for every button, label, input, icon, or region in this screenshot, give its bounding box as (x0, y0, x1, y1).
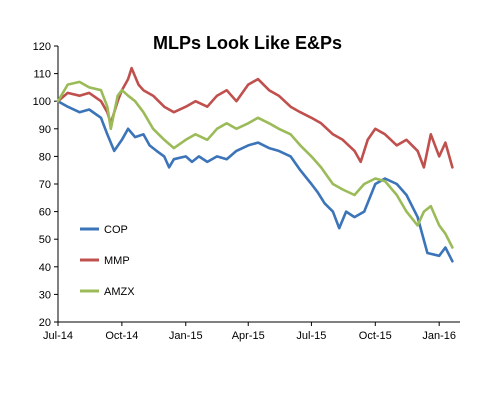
y-tick-label: 70 (39, 179, 51, 191)
series-line-amzx (56, 80, 454, 249)
y-tick-label: 20 (39, 317, 51, 329)
chart-title: MLPs Look Like E&Ps (152, 33, 343, 53)
x-tick-label: Oct-15 (359, 330, 392, 342)
y-tick-label: 30 (39, 289, 51, 301)
y-tick-label: 110 (33, 69, 51, 81)
legend: COP MMP AMZX (80, 224, 135, 298)
legend-label-amzx: AMZX (104, 286, 135, 298)
x-tick-label: Jan-16 (422, 330, 456, 342)
series-layer (56, 66, 454, 263)
axes: 20 30 40 50 60 70 80 90 100 110 120 Jul-14 Oct-14 Jan… (33, 41, 460, 342)
x-tick-label: Apr-15 (232, 330, 265, 342)
legend-label-cop: COP (104, 224, 128, 236)
y-tick-label: 80 (39, 151, 51, 163)
y-tick-label: 50 (39, 234, 51, 246)
series-line-mmp (56, 66, 454, 169)
series-line-cop (56, 99, 454, 263)
y-tick-label: 100 (33, 96, 51, 108)
y-tick-label: 40 (39, 262, 51, 274)
x-tick-label: Jan-15 (169, 330, 203, 342)
x-tick-label: Jul-14 (43, 330, 73, 342)
x-tick-label: Jul-15 (296, 330, 326, 342)
legend-label-mmp: MMP (104, 255, 130, 267)
x-tick-label: Oct-14 (105, 330, 138, 342)
y-tick-label: 60 (39, 207, 51, 219)
y-tick-label: 90 (39, 124, 51, 136)
y-tick-label: 120 (33, 41, 51, 53)
